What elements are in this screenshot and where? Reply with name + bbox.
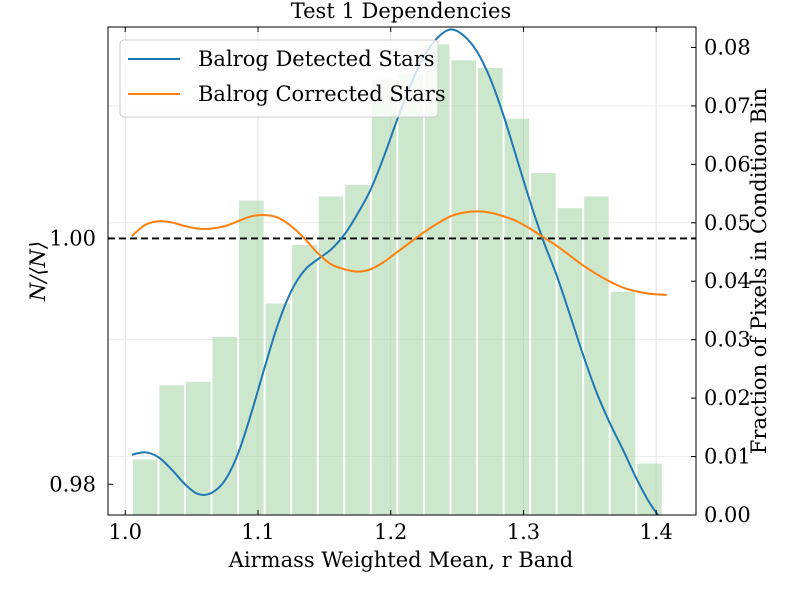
histogram-bar-3	[212, 336, 238, 515]
histogram-bar-16	[557, 208, 583, 515]
series-line-detected	[131, 28, 660, 515]
y2-tick-label-5: 0.05	[704, 211, 751, 235]
legend: Balrog Detected Stars Balrog Corrected S…	[119, 39, 446, 118]
x-tick-label-3: 1.3	[507, 520, 540, 544]
histogram-bar-1	[159, 385, 184, 515]
histogram-bar-10	[398, 73, 423, 515]
chart-title: Test 1 Dependencies	[291, 0, 511, 23]
x-tick-label-4: 1.4	[639, 520, 672, 544]
series-lines	[131, 28, 667, 515]
x-tick-label-0: 1.0	[109, 520, 142, 544]
y-tick-label-0: 0.98	[49, 472, 96, 496]
histogram-bar-7	[318, 196, 344, 515]
legend-label-detected: Balrog Detected Stars	[198, 47, 435, 71]
histogram-bar-11	[424, 44, 450, 515]
y2-axis-label: Fraction of Pixels in Condition Bin	[747, 88, 771, 454]
y2-axis-ticks: 0.00 0.01 0.02 0.03 0.04 0.05 0.06 0.07 0.08	[691, 35, 751, 527]
y2-tick-label-1: 0.01	[704, 445, 751, 469]
x-axis-ticks: 1.0 1.1 1.2 1.3 1.4	[109, 27, 673, 544]
plot-frame	[107, 26, 697, 516]
histogram-bar-2	[185, 381, 211, 515]
histogram-bar-13	[477, 67, 503, 515]
y2-tick-label-2: 0.02	[704, 386, 751, 410]
histogram-bar-14	[504, 118, 530, 515]
histogram-bar-12	[451, 60, 476, 515]
y2-tick-label-7: 0.07	[704, 94, 751, 118]
x-tick-label-2: 1.2	[374, 520, 407, 544]
legend-label-corrected: Balrog Corrected Stars	[198, 82, 446, 106]
histogram-bar-8	[345, 184, 370, 515]
y2-tick-label-4: 0.04	[704, 269, 751, 293]
y2-tick-label-8: 0.08	[704, 35, 751, 59]
histogram-bar-9	[371, 79, 397, 515]
histogram-bar-5	[265, 303, 291, 515]
histogram-bar-18	[610, 291, 636, 515]
y2-tick-label-0: 0.00	[704, 503, 751, 527]
histogram-bar-17	[584, 196, 609, 515]
legend-box	[119, 39, 439, 118]
y-axis-label: N/⟨N⟩	[26, 241, 50, 302]
histogram-bars	[132, 44, 662, 515]
histogram-bar-6	[292, 244, 317, 515]
y2-tick-label-6: 0.06	[704, 152, 751, 176]
y-tick-label-1: 1.00	[49, 226, 96, 250]
x-axis-label: Airmass Weighted Mean, r Band	[228, 548, 574, 572]
histogram-bar-4	[239, 200, 264, 515]
y-axis-ticks: 0.98 1.00	[49, 226, 113, 496]
series-line-corrected	[131, 210, 667, 296]
y2-tick-label-3: 0.03	[704, 328, 751, 352]
histogram-bar-15	[531, 173, 556, 515]
x-tick-label-1: 1.1	[241, 520, 274, 544]
histogram-bar-0	[132, 459, 158, 515]
